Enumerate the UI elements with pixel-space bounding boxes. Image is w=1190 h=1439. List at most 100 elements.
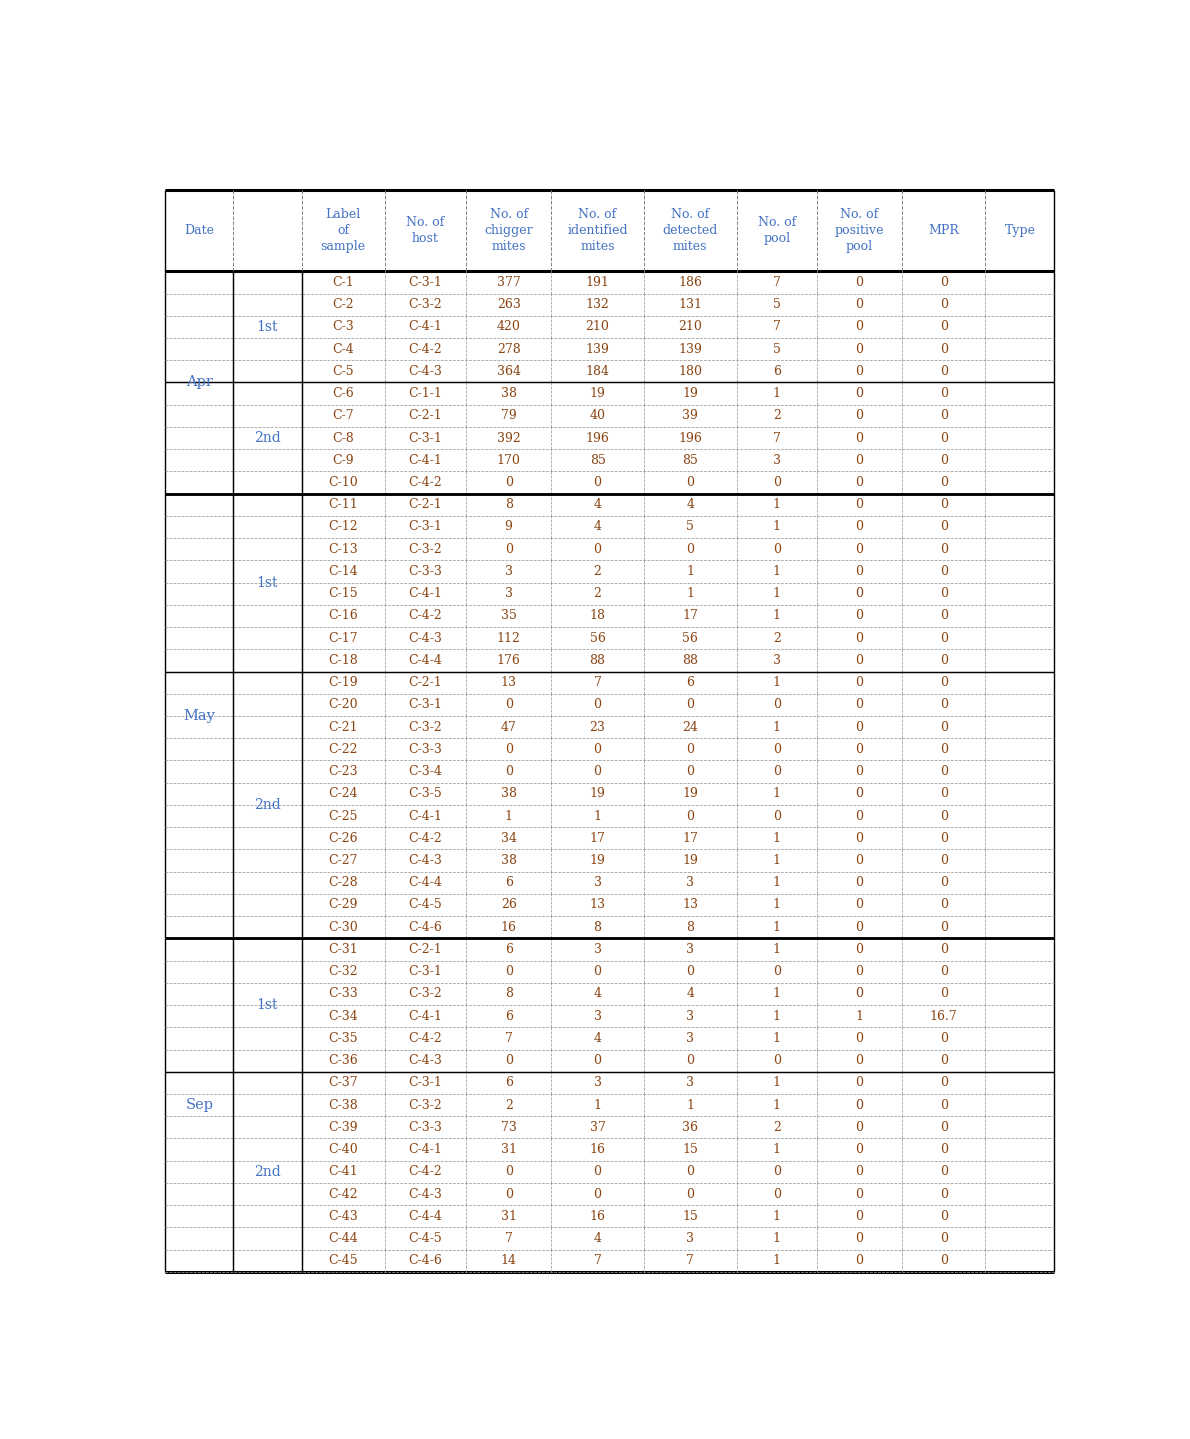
Text: C-42: C-42	[328, 1187, 358, 1200]
Text: 0: 0	[856, 610, 864, 623]
Text: Date: Date	[184, 224, 214, 237]
Text: 0: 0	[856, 566, 864, 578]
Text: C-12: C-12	[328, 521, 358, 534]
Text: 0: 0	[940, 676, 947, 689]
Text: 1: 1	[772, 498, 781, 511]
Text: 1: 1	[772, 1143, 781, 1156]
Text: 1: 1	[594, 810, 602, 823]
Text: 0: 0	[940, 453, 947, 466]
Text: 170: 170	[496, 453, 520, 466]
Text: 17: 17	[589, 832, 606, 845]
Text: 19: 19	[682, 853, 699, 868]
Text: 1: 1	[772, 521, 781, 534]
Text: 1: 1	[772, 1098, 781, 1111]
Text: C-4-1: C-4-1	[408, 810, 443, 823]
Text: Sep: Sep	[186, 1098, 213, 1112]
Text: 0: 0	[594, 1166, 602, 1179]
Text: 17: 17	[682, 832, 699, 845]
Text: C-3: C-3	[332, 321, 355, 334]
Text: C-3-1: C-3-1	[408, 521, 443, 534]
Text: C-18: C-18	[328, 653, 358, 666]
Text: 73: 73	[501, 1121, 516, 1134]
Text: C-3-1: C-3-1	[408, 966, 443, 979]
Text: C-28: C-28	[328, 876, 358, 889]
Text: 1st: 1st	[257, 576, 278, 590]
Text: 0: 0	[505, 543, 513, 555]
Text: 1: 1	[772, 876, 781, 889]
Text: C-2-1: C-2-1	[408, 943, 443, 955]
Text: Type: Type	[1004, 224, 1035, 237]
Text: 0: 0	[772, 476, 781, 489]
Text: 0: 0	[940, 653, 947, 666]
Text: 8: 8	[505, 498, 513, 511]
Text: 38: 38	[501, 387, 516, 400]
Text: 0: 0	[856, 432, 864, 445]
Text: 56: 56	[682, 632, 699, 645]
Text: 34: 34	[501, 832, 516, 845]
Text: 1: 1	[772, 787, 781, 800]
Text: C-4-4: C-4-4	[408, 1210, 443, 1223]
Text: 0: 0	[940, 1143, 947, 1156]
Text: 0: 0	[940, 587, 947, 600]
Text: C-23: C-23	[328, 766, 358, 778]
Text: 0: 0	[594, 543, 602, 555]
Text: 0: 0	[856, 342, 864, 355]
Text: 0: 0	[940, 409, 947, 422]
Text: 24: 24	[682, 721, 699, 734]
Text: 0: 0	[940, 1076, 947, 1089]
Text: 3: 3	[594, 1076, 602, 1089]
Text: 0: 0	[856, 1055, 864, 1068]
Text: 3: 3	[687, 1232, 694, 1245]
Text: C-4-6: C-4-6	[408, 921, 443, 934]
Text: 5: 5	[687, 521, 694, 534]
Text: C-3-1: C-3-1	[408, 1076, 443, 1089]
Text: 0: 0	[505, 766, 513, 778]
Text: 1: 1	[772, 1032, 781, 1045]
Text: 26: 26	[501, 898, 516, 911]
Text: 3: 3	[594, 876, 602, 889]
Text: C-2-1: C-2-1	[408, 409, 443, 422]
Text: 0: 0	[594, 698, 602, 711]
Text: 8: 8	[594, 921, 602, 934]
Text: 0: 0	[772, 1055, 781, 1068]
Text: 0: 0	[940, 721, 947, 734]
Text: C-16: C-16	[328, 610, 358, 623]
Text: 0: 0	[856, 987, 864, 1000]
Text: Apr: Apr	[186, 376, 213, 390]
Text: 0: 0	[687, 1055, 694, 1068]
Text: 0: 0	[940, 1032, 947, 1045]
Text: C-4-1: C-4-1	[408, 1143, 443, 1156]
Text: 1: 1	[772, 610, 781, 623]
Text: 0: 0	[687, 766, 694, 778]
Text: C-2: C-2	[332, 298, 353, 311]
Text: 4: 4	[687, 498, 694, 511]
Text: 0: 0	[856, 409, 864, 422]
Text: 0: 0	[856, 1232, 864, 1245]
Text: 19: 19	[589, 787, 606, 800]
Text: 0: 0	[505, 743, 513, 755]
Text: C-4-6: C-4-6	[408, 1255, 443, 1268]
Text: 56: 56	[589, 632, 606, 645]
Text: 19: 19	[589, 853, 606, 868]
Text: C-4-2: C-4-2	[408, 342, 443, 355]
Text: 0: 0	[940, 987, 947, 1000]
Text: 0: 0	[856, 476, 864, 489]
Text: 3: 3	[687, 1032, 694, 1045]
Text: 0: 0	[940, 743, 947, 755]
Text: C-6: C-6	[332, 387, 355, 400]
Text: 180: 180	[678, 366, 702, 378]
Text: C-44: C-44	[328, 1232, 358, 1245]
Text: C-10: C-10	[328, 476, 358, 489]
Text: 7: 7	[772, 432, 781, 445]
Text: No. of
pool: No. of pool	[758, 216, 796, 246]
Text: 0: 0	[856, 1187, 864, 1200]
Text: 0: 0	[940, 853, 947, 868]
Text: Label
of
sample: Label of sample	[320, 209, 365, 253]
Text: C-3-1: C-3-1	[408, 432, 443, 445]
Text: 2: 2	[772, 632, 781, 645]
Text: 79: 79	[501, 409, 516, 422]
Text: C-17: C-17	[328, 632, 358, 645]
Text: 85: 85	[589, 453, 606, 466]
Text: 6: 6	[505, 876, 513, 889]
Text: 16: 16	[589, 1143, 606, 1156]
